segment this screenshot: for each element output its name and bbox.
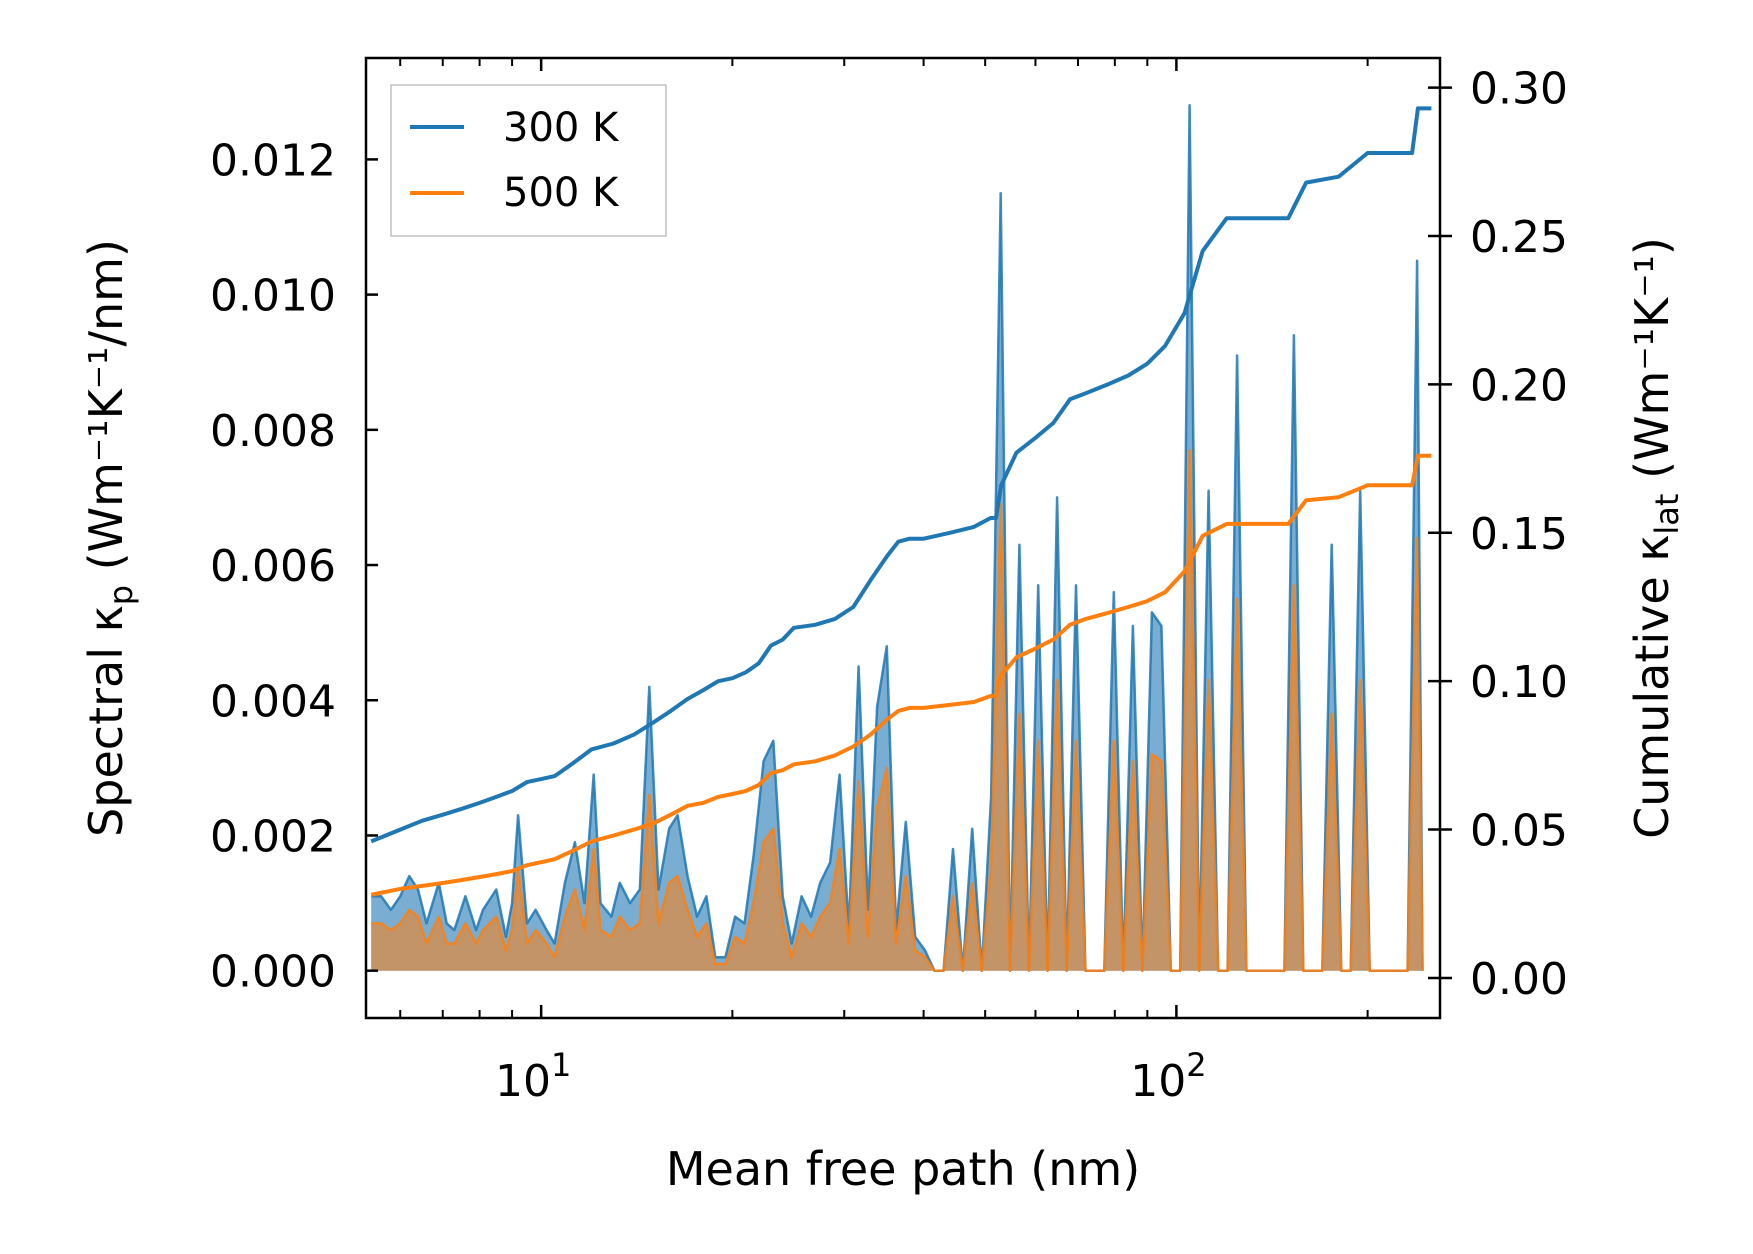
y-right-tick-label: 0.05 — [1470, 806, 1568, 857]
cumulative-line-500k — [370, 453, 1432, 897]
plot-frame — [364, 56, 1442, 1020]
legend-500k-label: 500 K — [503, 170, 620, 216]
y-right-title-units: (Wm⁻¹K⁻¹) — [1625, 237, 1679, 493]
y-right-axis-title: Cumulative κlat (Wm⁻¹K⁻¹) — [1625, 237, 1686, 839]
x-axis-title: Mean free path (nm) — [666, 1142, 1140, 1196]
y-right-tick-label: 0.10 — [1470, 657, 1568, 708]
y-left-tick-label: 0.008 — [210, 406, 336, 457]
y-right-title-main: Cumulative κ — [1625, 535, 1679, 839]
y-left-title-units: (Wm⁻¹K⁻¹/nm) — [79, 239, 133, 585]
y-left-axis-title: Spectral κp (Wm⁻¹K⁻¹/nm) — [79, 239, 140, 837]
y-left-title-main: Spectral κ — [79, 605, 133, 837]
legend-box — [390, 84, 667, 237]
axis-ticks: 0.000 0.002 0.004 0.006 0.008 0.010 0.012 0.00 0… — [210, 58, 1568, 1107]
spectral-area-500k — [371, 450, 1423, 971]
y-left-tick-label: 0.006 — [210, 541, 336, 592]
plot-area — [370, 104, 1432, 972]
x-tick-label: 101 — [495, 1046, 571, 1107]
cumulative-line-300k — [370, 106, 1432, 844]
x-tick-label: 102 — [1130, 1046, 1206, 1107]
x-tick-label-base: 10 — [1130, 1056, 1186, 1107]
x-tick-label-base: 10 — [495, 1056, 551, 1107]
spectral-line-500k — [371, 448, 1424, 972]
y-right-tick-label: 0.25 — [1470, 212, 1568, 263]
y-right-title-sub: lat — [1648, 494, 1686, 535]
y-left-tick-label: 0.002 — [210, 811, 336, 862]
y-left-tick-label: 0.010 — [210, 271, 336, 322]
x-tick-label-exponent: 1 — [551, 1046, 571, 1084]
legend: 300 K 500 K — [390, 84, 667, 237]
y-right-tick-label: 0.20 — [1470, 360, 1568, 411]
y-left-tick-label: 0.012 — [210, 135, 336, 186]
legend-300k-label: 300 K — [503, 105, 620, 151]
y-right-tick-label: 0.15 — [1470, 509, 1568, 560]
y-left-title-sub: p — [102, 585, 140, 605]
y-right-tick-label: 0.00 — [1470, 954, 1568, 1005]
y-right-tick-label: 0.30 — [1470, 64, 1568, 115]
y-left-tick-label: 0.000 — [210, 947, 336, 998]
y-left-tick-label: 0.004 — [210, 676, 336, 727]
x-tick-label-exponent: 2 — [1186, 1046, 1206, 1084]
spectral-area-300k — [371, 105, 1423, 971]
